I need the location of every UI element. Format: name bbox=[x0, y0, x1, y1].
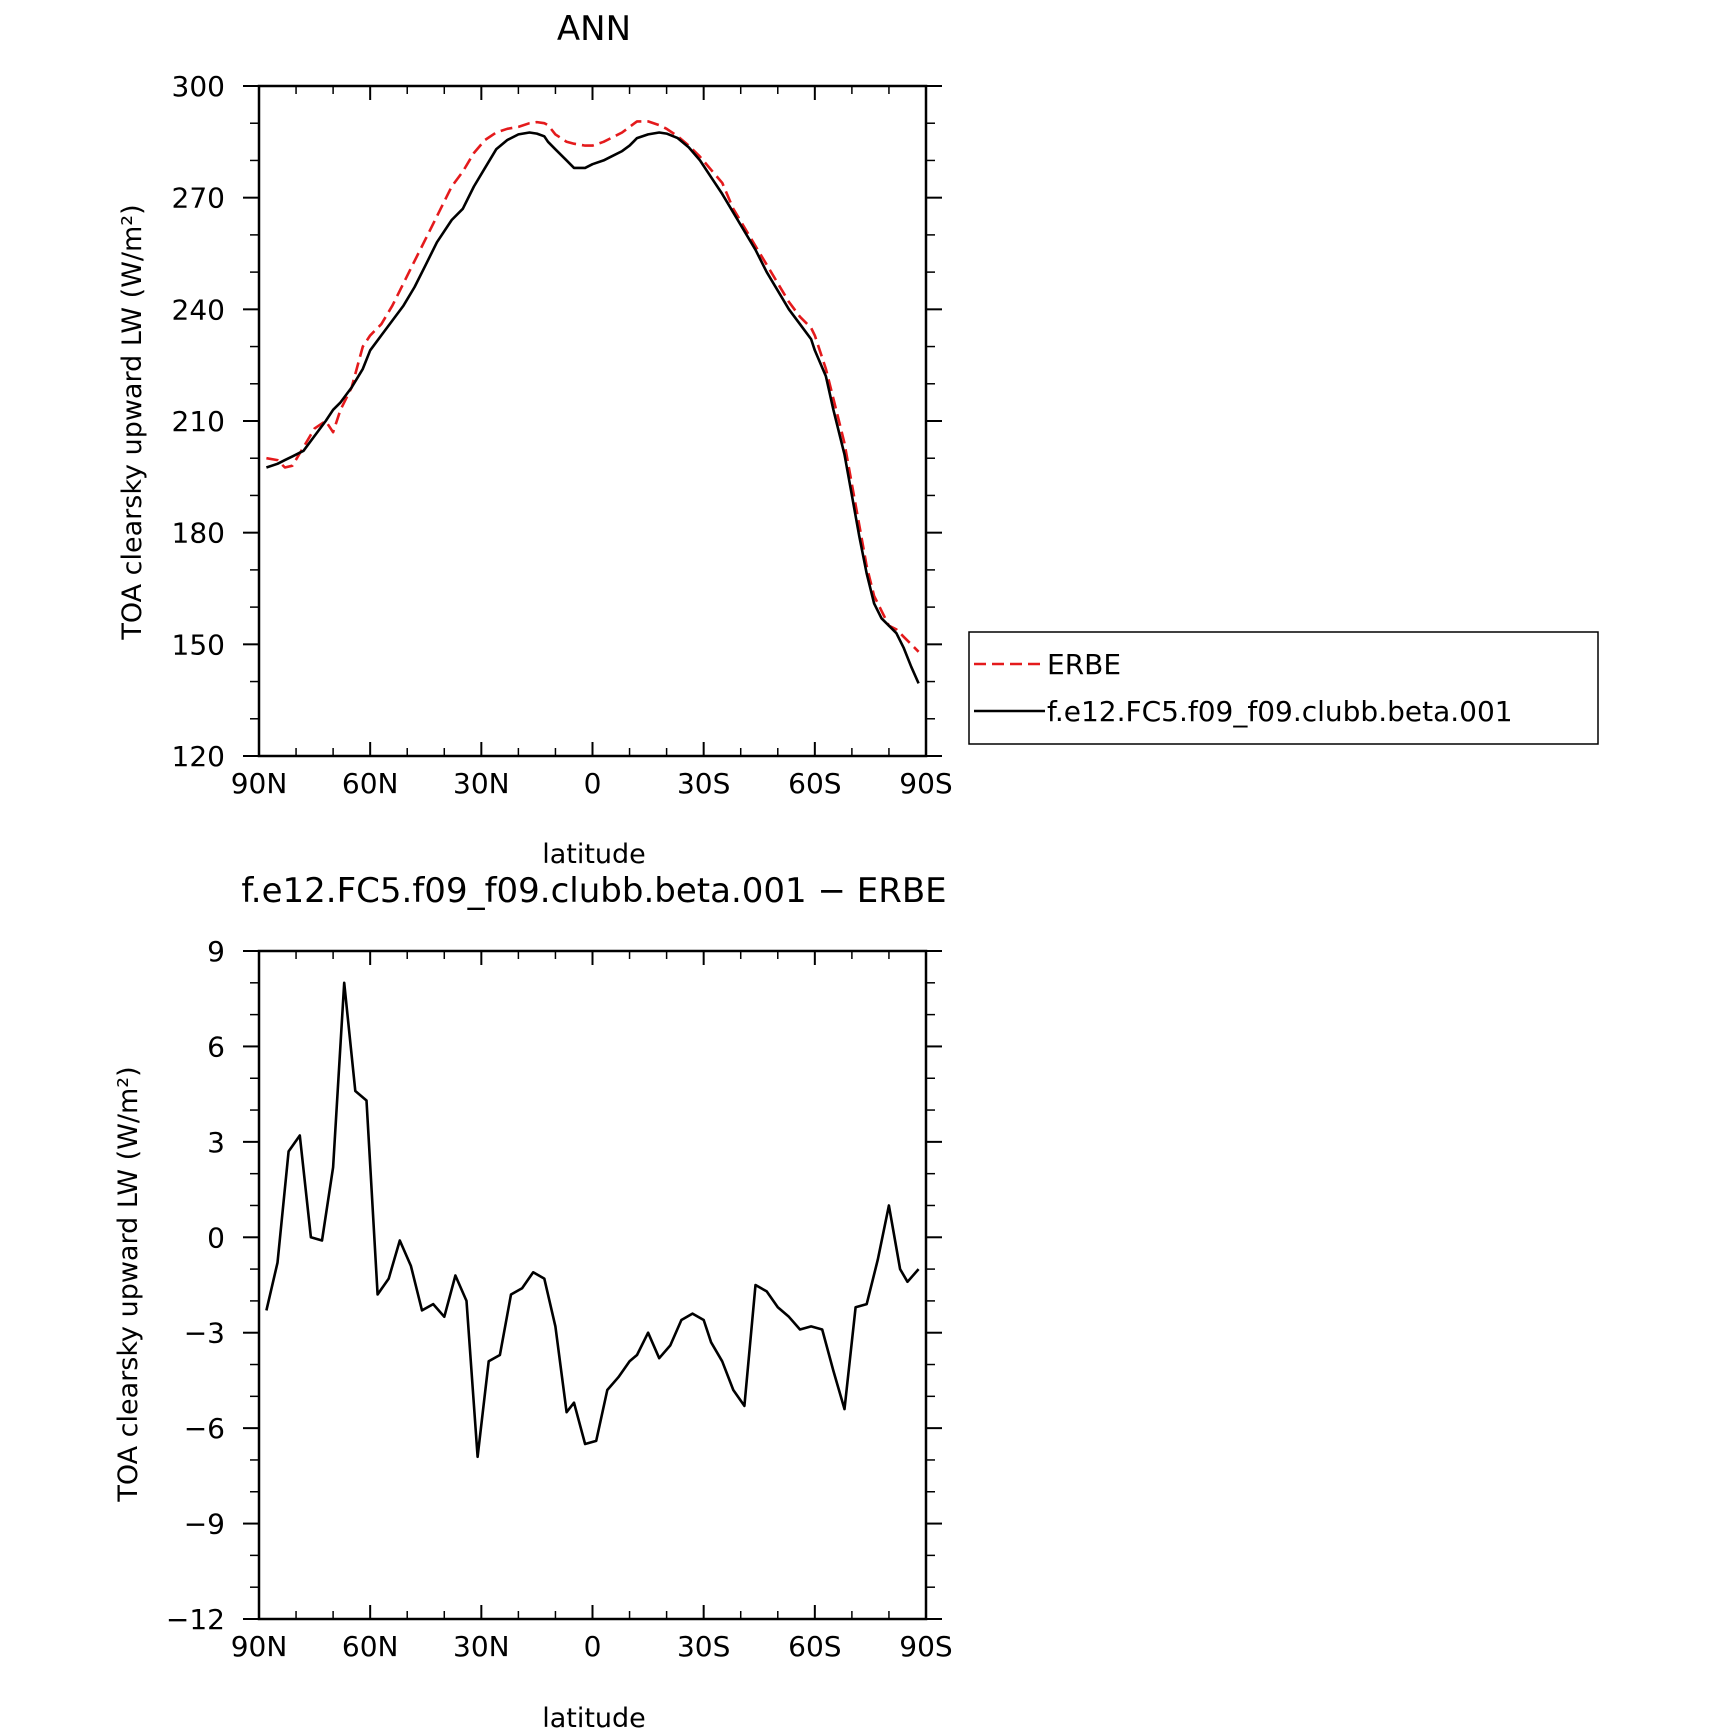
top-y-tick-label: 240 bbox=[172, 293, 225, 326]
bottom-x-tick-label: 60S bbox=[788, 1630, 841, 1663]
top-x-tick-label: 0 bbox=[584, 767, 602, 800]
top-panel-plot-frame bbox=[257, 84, 928, 758]
bottom-series-line-model bbox=[265, 981, 920, 1459]
top-panel-title: ANN bbox=[557, 9, 631, 49]
bottom-x-tick-label: 90N bbox=[231, 1630, 288, 1663]
bottom-y-tick-label: 3 bbox=[207, 1126, 225, 1159]
top-y-tick-label: 210 bbox=[172, 405, 225, 438]
top-x-tick-label: 30S bbox=[677, 767, 730, 800]
top-panel: ANN latitude TOA clearsky upward LW (W/m… bbox=[117, 9, 953, 870]
bottom-y-tick-label: −9 bbox=[184, 1508, 225, 1541]
top-y-tick-label: 120 bbox=[172, 740, 225, 773]
top-y-tick-label: 270 bbox=[172, 182, 225, 215]
bottom-x-tick-label: 30N bbox=[453, 1630, 510, 1663]
top-x-tick-label: 60S bbox=[788, 767, 841, 800]
bottom-panel-xlabel: latitude bbox=[542, 1703, 646, 1734]
top-panel-ylabel: TOA clearsky upward LW (W/m²) bbox=[117, 204, 148, 640]
bottom-panel-plot-frame bbox=[257, 949, 928, 1621]
top-x-tick-label: 90N bbox=[231, 767, 288, 800]
bottom-panel-ylabel: TOA clearsky upward LW (W/m²) bbox=[113, 1066, 144, 1502]
top-series-line-erbe bbox=[266, 120, 920, 653]
bottom-y-tick-label: 6 bbox=[207, 1030, 225, 1063]
top-series-line-model bbox=[265, 131, 920, 684]
bottom-y-tick-label: −6 bbox=[184, 1412, 225, 1445]
legend: ERBE f.e12.FC5.f09_f09.clubb.beta.001 bbox=[968, 631, 1599, 745]
legend-label-model: f.e12.FC5.f09_f09.clubb.beta.001 bbox=[1047, 695, 1513, 728]
top-panel-xlabel: latitude bbox=[542, 839, 646, 870]
legend-box bbox=[968, 631, 1599, 745]
top-y-tick-label: 180 bbox=[172, 517, 225, 550]
bottom-y-tick-label: −3 bbox=[184, 1317, 225, 1350]
bottom-x-tick-label: 90S bbox=[899, 1630, 952, 1663]
bottom-y-tick-label: 9 bbox=[207, 935, 225, 968]
bottom-x-tick-label: 60N bbox=[342, 1630, 399, 1663]
top-x-tick-label: 30N bbox=[453, 767, 510, 800]
legend-label-erbe: ERBE bbox=[1047, 648, 1121, 681]
bottom-y-tick-label: −12 bbox=[166, 1603, 225, 1636]
top-y-tick-label: 150 bbox=[172, 628, 225, 661]
top-x-tick-label: 60N bbox=[342, 767, 399, 800]
bottom-y-tick-label: 0 bbox=[207, 1221, 225, 1254]
bottom-panel-title: f.e12.FC5.f09_f09.clubb.beta.001 − ERBE bbox=[241, 871, 946, 911]
bottom-panel: f.e12.FC5.f09_f09.clubb.beta.001 − ERBE … bbox=[113, 871, 953, 1734]
top-x-tick-label: 90S bbox=[899, 767, 952, 800]
bottom-x-tick-label: 30S bbox=[677, 1630, 730, 1663]
bottom-x-tick-label: 0 bbox=[584, 1630, 602, 1663]
top-y-tick-label: 300 bbox=[172, 70, 225, 103]
